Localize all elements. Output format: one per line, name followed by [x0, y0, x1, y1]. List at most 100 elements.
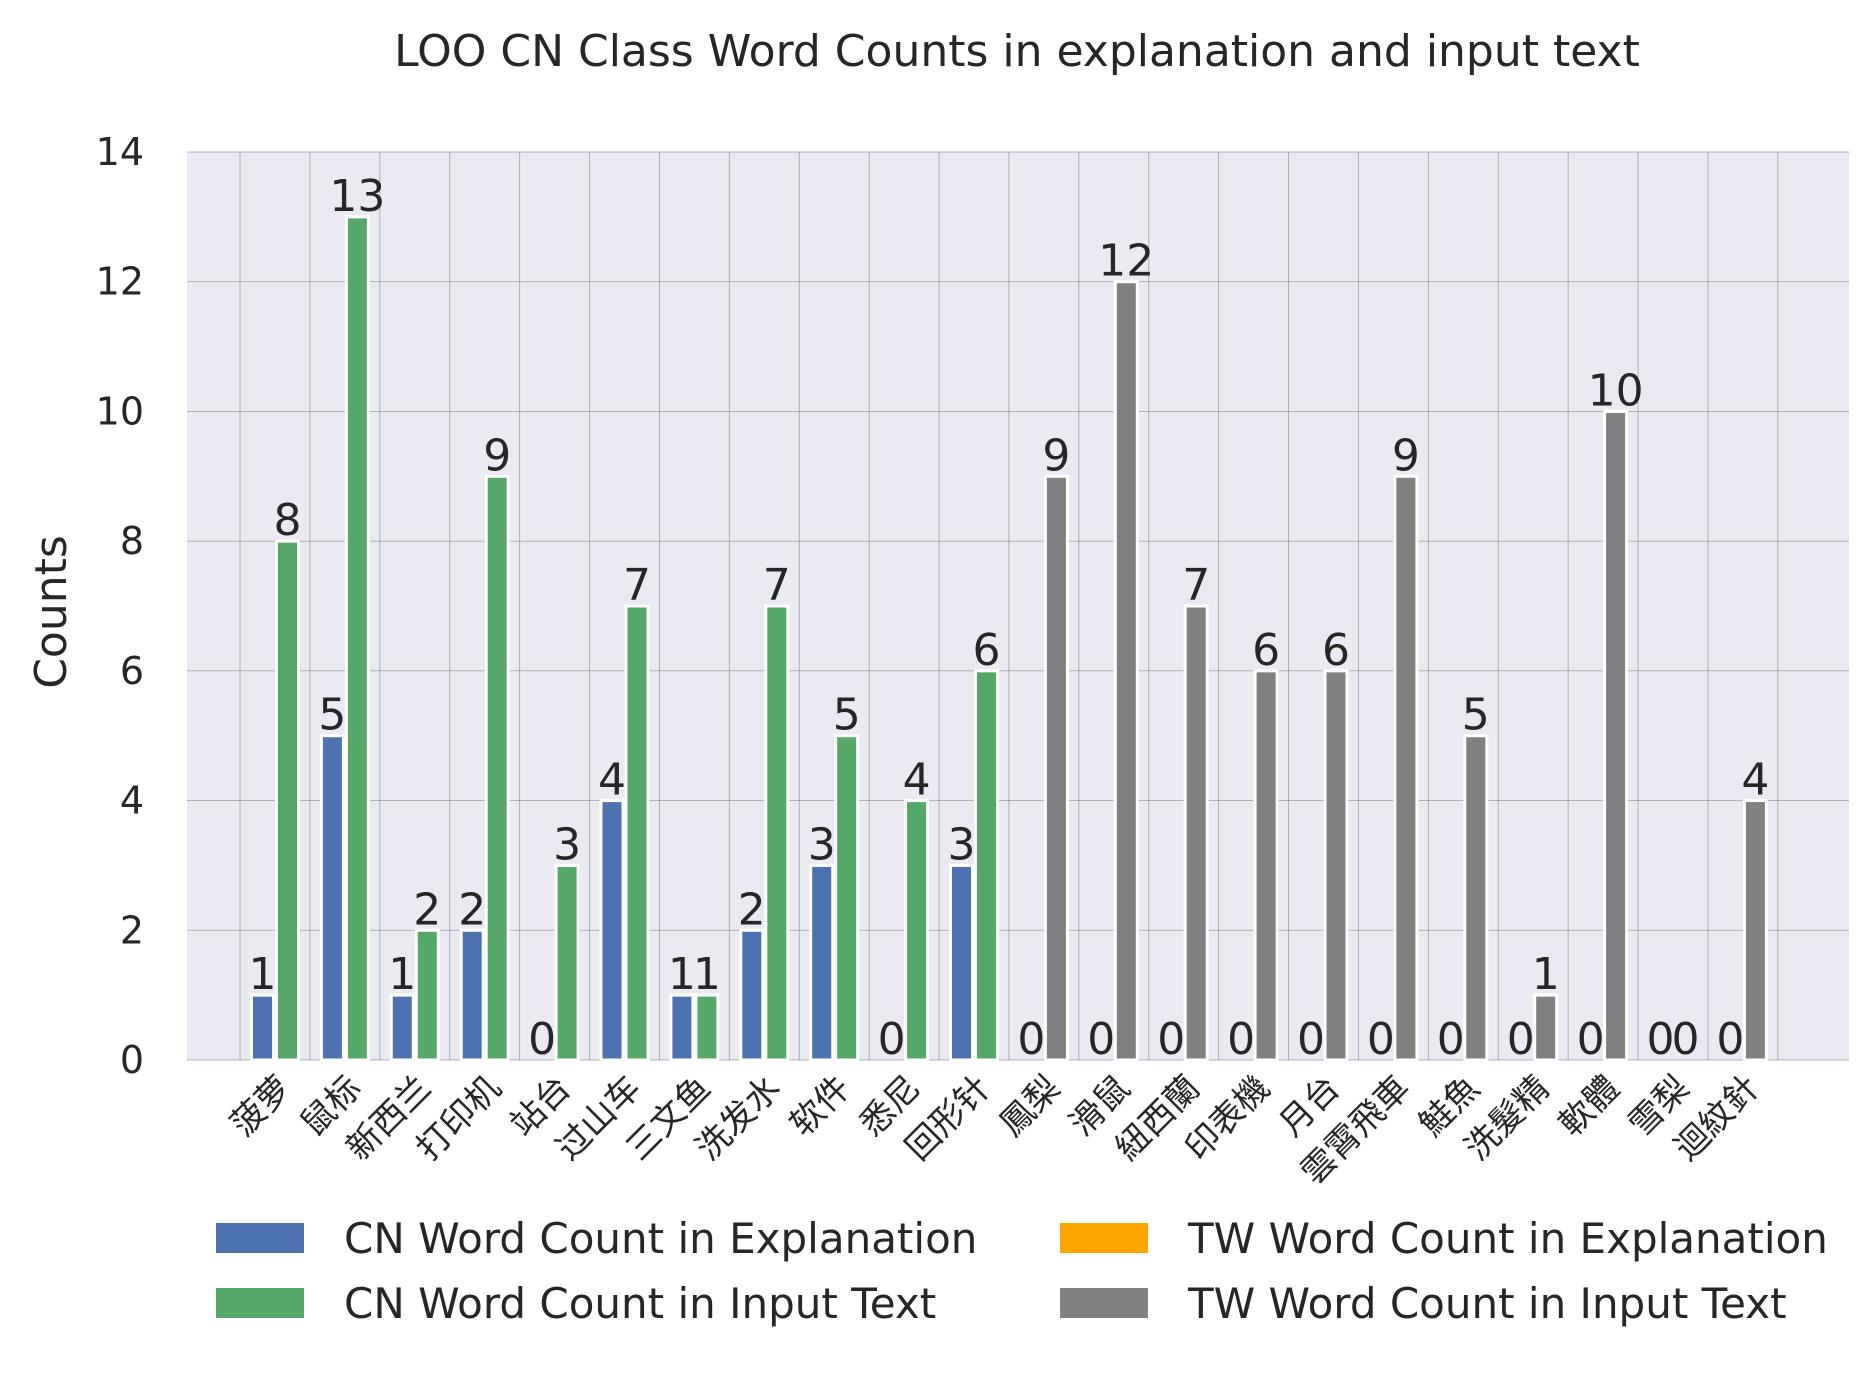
data-label: 6: [1252, 625, 1280, 676]
data-label: 2: [413, 884, 441, 935]
data-label: 12: [1098, 236, 1154, 287]
legend-swatch: [216, 1223, 304, 1253]
bar: [484, 474, 510, 1062]
data-label: 9: [1392, 430, 1420, 481]
data-label: 5: [833, 690, 861, 741]
legend-swatch: [1060, 1288, 1148, 1318]
bar: [1533, 993, 1559, 1062]
data-label: 0: [1227, 1014, 1255, 1065]
data-label: 5: [1462, 690, 1490, 741]
gridlines: [187, 151, 1849, 1061]
plot-area: [187, 152, 1849, 1060]
bar: [319, 734, 345, 1062]
data-label: 4: [903, 755, 931, 806]
data-label: 0: [1017, 1014, 1045, 1065]
y-tick-label: 10: [96, 389, 144, 433]
y-tick-label: 0: [120, 1038, 144, 1082]
bar: [344, 215, 370, 1062]
data-label: 0: [1437, 1014, 1465, 1065]
bar: [459, 928, 485, 1062]
data-label: 0: [878, 1014, 906, 1065]
data-label: 3: [808, 819, 836, 870]
y-tick-label: 4: [120, 779, 144, 823]
data-label: 0: [1157, 1014, 1185, 1065]
data-label: 2: [458, 884, 486, 935]
x-tick-label: 软件: [782, 1068, 858, 1144]
bar: [669, 993, 695, 1062]
legend-label: CN Word Count in Input Text: [344, 1279, 936, 1328]
bar: [414, 928, 440, 1062]
data-label: 9: [1042, 430, 1070, 481]
bar: [624, 604, 650, 1062]
bar: [599, 799, 625, 1062]
data-label: 6: [973, 625, 1001, 676]
x-axis-ticks: 菠萝鼠标新西兰打印机站台过山车三文鱼洗发水软件悉尼回形针鳳梨滑鼠紐西蘭印表機月台…: [223, 1068, 1767, 1192]
x-tick-label: 菠萝: [223, 1068, 299, 1144]
legend-swatch: [216, 1288, 304, 1318]
y-tick-label: 2: [120, 908, 144, 952]
legend: CN Word Count in Explanation CN Word Coun…: [216, 1214, 1828, 1328]
bar: [1323, 669, 1349, 1062]
bar: [1742, 799, 1768, 1062]
chart-title: LOO CN Class Word Counts in explanation …: [394, 26, 1640, 77]
bar: [1253, 669, 1279, 1062]
data-label: 1: [668, 949, 696, 1000]
data-label: 0: [1367, 1014, 1395, 1065]
x-tick-label: 軟體: [1551, 1068, 1627, 1144]
data-label: 3: [948, 819, 976, 870]
legend-label: TW Word Count in Explanation: [1187, 1214, 1828, 1263]
y-tick-label: 8: [120, 519, 144, 563]
bar: [904, 799, 930, 1062]
bar: [809, 863, 835, 1062]
bar: [834, 734, 860, 1062]
data-label: 0: [1087, 1014, 1115, 1065]
data-label: 0: [528, 1014, 556, 1065]
bar: [974, 669, 999, 1062]
y-axis-ticks: 0 2 4 6 8 10 12 14: [96, 130, 144, 1082]
legend-label: CN Word Count in Explanation: [344, 1214, 977, 1263]
data-label: 5: [318, 690, 346, 741]
data-label: 1: [1532, 949, 1560, 1000]
data-label: 8: [274, 495, 302, 546]
bar: [949, 863, 974, 1062]
y-tick-label: 6: [120, 649, 144, 693]
bar: [764, 604, 790, 1062]
data-label: 1: [249, 949, 277, 1000]
bar: [1043, 474, 1069, 1062]
data-label: 1: [693, 949, 721, 1000]
data-label: 2: [738, 884, 766, 935]
bar: [275, 539, 300, 1062]
data-label: 0: [1672, 1014, 1700, 1065]
legend-swatch: [1060, 1223, 1148, 1253]
bar: [1183, 604, 1209, 1062]
data-label: 10: [1588, 365, 1644, 416]
bar: [1393, 474, 1419, 1062]
data-label: 0: [1577, 1014, 1605, 1065]
bar: [1113, 280, 1139, 1062]
data-label: 0: [1507, 1014, 1535, 1065]
data-label: 9: [483, 430, 511, 481]
bars: [250, 215, 1768, 1062]
data-label: 4: [598, 755, 626, 806]
bar: [694, 993, 720, 1062]
x-tick-label: 鳳梨: [992, 1068, 1068, 1144]
data-label: 1: [388, 949, 416, 1000]
y-tick-label: 14: [96, 130, 144, 174]
y-axis-label: Counts: [26, 535, 77, 689]
legend-label: TW Word Count in Input Text: [1187, 1279, 1787, 1328]
bar: [389, 993, 415, 1062]
bar: [739, 928, 765, 1062]
data-label: 7: [763, 560, 791, 611]
data-label: 3: [553, 819, 581, 870]
data-label: 0: [1647, 1014, 1675, 1065]
data-label: 7: [1182, 560, 1210, 611]
data-label: 0: [1297, 1014, 1325, 1065]
bar: [554, 863, 580, 1062]
data-label: 6: [1322, 625, 1350, 676]
data-label: 0: [1716, 1014, 1744, 1065]
bar: [1603, 409, 1629, 1062]
y-tick-label: 12: [96, 260, 144, 304]
bar: [250, 993, 275, 1062]
